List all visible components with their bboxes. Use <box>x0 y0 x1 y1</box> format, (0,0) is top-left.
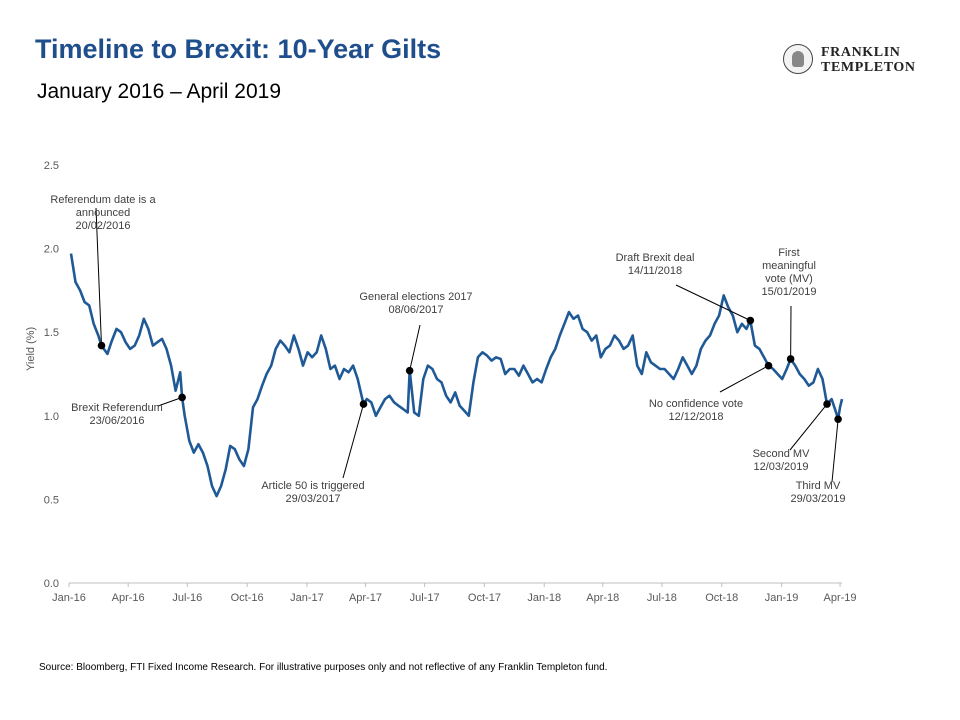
annotation-label: Draft Brexit deal <box>616 252 695 264</box>
y-tick-label: 1.0 <box>44 411 59 423</box>
annotation-label: Second MV <box>753 448 811 460</box>
x-tick-label: Jul-18 <box>647 592 677 604</box>
annotation-label: First <box>778 247 799 259</box>
annotation-label: 12/12/2018 <box>668 411 723 423</box>
x-tick-label: Oct-16 <box>231 592 264 604</box>
annotation-label: No confidence vote <box>649 398 743 410</box>
annotation-label: 08/06/2017 <box>388 304 443 316</box>
logo-wordmark: FRANKLIN TEMPLETON <box>821 45 916 75</box>
annotation-leader <box>789 403 828 451</box>
logo-line-2: TEMPLETON <box>821 60 916 75</box>
annotation-label: 29/03/2019 <box>790 493 845 505</box>
annotation-marker <box>405 366 414 375</box>
x-tick-label: Apr-16 <box>112 592 145 604</box>
x-tick-label: Apr-17 <box>349 592 382 604</box>
x-tick-label: Oct-17 <box>468 592 501 604</box>
y-tick-label: 2.0 <box>44 244 59 256</box>
annotation-marker <box>834 415 842 423</box>
annotation-leader <box>157 396 183 407</box>
annotation-label: Third MV <box>796 480 841 492</box>
y-tick-label: 2.5 <box>44 160 59 172</box>
x-tick-label: Apr-18 <box>586 592 619 604</box>
x-tick-label: Apr-19 <box>824 592 857 604</box>
annotation-label: General elections 2017 <box>359 291 472 303</box>
annotation-label: 20/02/2016 <box>75 220 130 232</box>
annotation-leader <box>719 365 769 393</box>
annotation-marker <box>786 355 795 363</box>
chart-title: Timeline to Brexit: 10-Year Gilts <box>35 34 442 64</box>
annotation-label: meaningful <box>762 260 816 272</box>
annotation-marker <box>823 400 831 408</box>
annotation-label: Referendum date is a <box>50 194 156 206</box>
annotation-label: 15/01/2019 <box>761 286 816 298</box>
annotation-marker <box>97 341 106 350</box>
annotation-marker <box>746 316 755 325</box>
x-tick-label: Jan-19 <box>765 592 799 604</box>
x-tick-label: Jan-18 <box>527 592 561 604</box>
source-note: Source: Bloomberg, FTI Fixed Income Rese… <box>39 662 608 673</box>
annotation-leader <box>342 403 364 479</box>
x-tick-label: Jul-16 <box>172 592 202 604</box>
y-tick-label: 0.5 <box>44 494 59 506</box>
annotation-leader <box>831 419 839 483</box>
seal-icon <box>783 44 813 74</box>
y-tick-label: 0.0 <box>44 578 59 590</box>
annotation-label: 23/06/2016 <box>89 415 144 427</box>
y-tick-label: 1.5 <box>44 327 59 339</box>
annotation-label: announced <box>76 207 130 219</box>
x-tick-label: Jan-16 <box>52 592 86 604</box>
annotation-label: Brexit Referendum <box>71 402 163 414</box>
yield-series-line <box>69 253 844 498</box>
annotation-label: vote (MV) <box>765 273 813 285</box>
y-axis-label: Yield (%) <box>25 327 37 371</box>
annotation-label: Article 50 is triggered <box>261 480 364 492</box>
franklin-templeton-logo: FRANKLIN TEMPLETON <box>783 44 933 78</box>
annotation-leader <box>95 207 103 346</box>
annotation-label: 12/03/2019 <box>753 461 808 473</box>
annotation-marker <box>359 400 368 408</box>
annotation-label: 14/11/2018 <box>628 265 682 277</box>
chart-subtitle: January 2016 – April 2019 <box>37 80 282 103</box>
logo-line-1: FRANKLIN <box>821 45 901 60</box>
x-tick-label: Jan-17 <box>290 592 324 604</box>
annotation-marker <box>178 393 186 402</box>
annotation-marker <box>764 361 773 370</box>
x-tick-label: Jul-17 <box>410 592 440 604</box>
x-tick-label: Oct-18 <box>705 592 738 604</box>
annotation-leader <box>675 284 751 321</box>
annotation-leader <box>409 324 421 371</box>
annotation-label: 29/03/2017 <box>285 493 340 505</box>
